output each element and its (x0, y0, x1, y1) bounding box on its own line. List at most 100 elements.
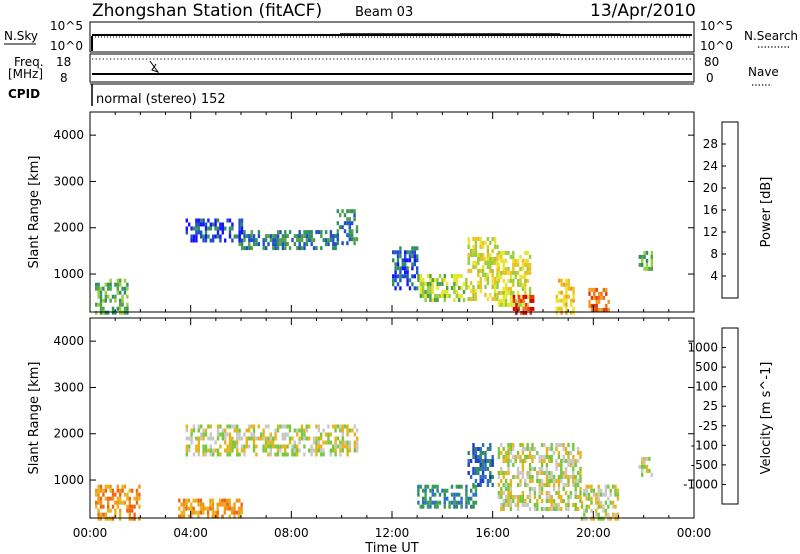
velocity-cell-0 (339, 424, 342, 429)
power-cell-3 (453, 286, 456, 290)
velocity-cell-3 (572, 479, 575, 483)
velocity-cell-0 (322, 440, 325, 445)
velocity-cell-3 (536, 451, 539, 455)
velocity-cell-3 (574, 487, 577, 491)
velocity-cell-3 (560, 467, 563, 471)
power-cell-3 (453, 274, 456, 278)
velocity-cell-3 (576, 495, 580, 499)
power-cell-9 (645, 250, 649, 255)
power-cell-4 (486, 297, 490, 301)
velocity-cell-3 (552, 479, 556, 483)
power-cell-1 (231, 226, 234, 231)
velocity-cell-0 (185, 444, 188, 449)
velocity-cell-0 (264, 436, 268, 441)
velocity-cell-0 (238, 432, 241, 437)
power-cell-0 (293, 234, 297, 239)
power-cell-0 (300, 238, 304, 243)
velocity-cell-1 (465, 496, 468, 501)
power-cell-10 (97, 282, 100, 287)
velocity-cell-4 (611, 512, 615, 517)
power-cell-11 (406, 274, 409, 279)
velocity-cell-3 (552, 483, 556, 487)
velocity-cell-4 (590, 496, 593, 501)
velocity-cell-0 (341, 432, 344, 437)
velocity-cell-6 (209, 506, 212, 511)
velocity-cell-5 (123, 484, 127, 489)
velocity-cell-5 (109, 508, 112, 513)
power-cell-0 (281, 238, 285, 243)
power-cell-5 (507, 302, 510, 307)
power-cell-4 (472, 245, 475, 249)
velocity-cell-3 (512, 499, 515, 503)
velocity-cell-0 (219, 432, 222, 437)
power-cell-4 (479, 269, 482, 273)
velocity-cell-3 (528, 467, 532, 471)
power-cell-1 (224, 226, 227, 231)
velocity-cell-3 (550, 499, 553, 503)
velocity-cell-3 (548, 471, 551, 475)
power-cell-0 (334, 246, 337, 251)
power-cell-1 (231, 222, 234, 227)
power-cell-0 (281, 234, 285, 239)
velocity-cell-0 (274, 432, 277, 437)
velocity-cell-6 (192, 506, 195, 511)
velocity-cell-1 (453, 504, 456, 509)
power-cell-6 (512, 294, 516, 299)
power-cell-6 (522, 294, 525, 299)
velocity-cell-5 (128, 488, 131, 493)
velocity-cell-4 (580, 500, 584, 505)
power-cell-3 (453, 278, 456, 282)
power-cell-11 (408, 278, 412, 283)
power-cell-7 (570, 302, 573, 307)
power-cell-7 (560, 282, 563, 287)
velocity-cell-0 (353, 432, 356, 437)
velocity-cell-3 (562, 471, 565, 475)
velocity-cell-0 (207, 436, 210, 441)
power-cell-5 (512, 266, 515, 271)
power-cell-6 (517, 306, 520, 311)
velocity-cell-3 (562, 459, 565, 463)
velocity-cell-2 (481, 471, 485, 475)
power-cell-4 (484, 241, 487, 245)
power-cell-10 (95, 286, 98, 291)
velocity-cell-3 (543, 483, 546, 487)
velocity-cell-3 (497, 471, 501, 475)
velocity-cell-0 (334, 448, 337, 453)
power-cell-2 (339, 213, 342, 218)
velocity-cell-4 (602, 516, 605, 521)
velocity-cell-3 (538, 483, 541, 487)
velocity-cell-6 (187, 514, 191, 519)
velocity-cell-3 (528, 471, 532, 475)
power-cell-5 (504, 270, 508, 275)
power-cell-4 (491, 237, 494, 241)
velocity-cell-2 (481, 479, 485, 483)
velocity-cell-0 (264, 424, 268, 429)
velocity-cell-0 (327, 432, 330, 437)
power-cell-4 (491, 257, 494, 261)
power-cell-0 (305, 238, 309, 243)
power-cell-6 (512, 306, 516, 311)
velocity-cell-3 (576, 471, 580, 475)
velocity-cell-0 (346, 448, 349, 453)
power-cell-0 (298, 230, 301, 235)
power-cell-0 (276, 234, 280, 239)
velocity-cell-0 (329, 432, 332, 437)
velocity-cell-3 (560, 495, 563, 499)
power-cell-3 (450, 274, 454, 278)
velocity-cell-4 (583, 508, 586, 513)
velocity-cell-3 (504, 487, 508, 491)
power-cell-10 (119, 310, 122, 315)
power-cell-5 (504, 282, 508, 287)
power-cell-11 (394, 266, 397, 271)
velocity-cell-4 (614, 512, 617, 517)
power-cell-4 (467, 297, 470, 301)
velocity-cell-3 (528, 451, 532, 455)
power-cell-3 (460, 286, 463, 290)
velocity-cell-3 (507, 495, 510, 499)
power-cell-5 (528, 270, 532, 275)
power-cell-5 (500, 302, 503, 307)
power-cell-5 (504, 302, 508, 307)
velocity-cell-4 (614, 488, 617, 493)
velocity-cell-3 (543, 471, 546, 475)
